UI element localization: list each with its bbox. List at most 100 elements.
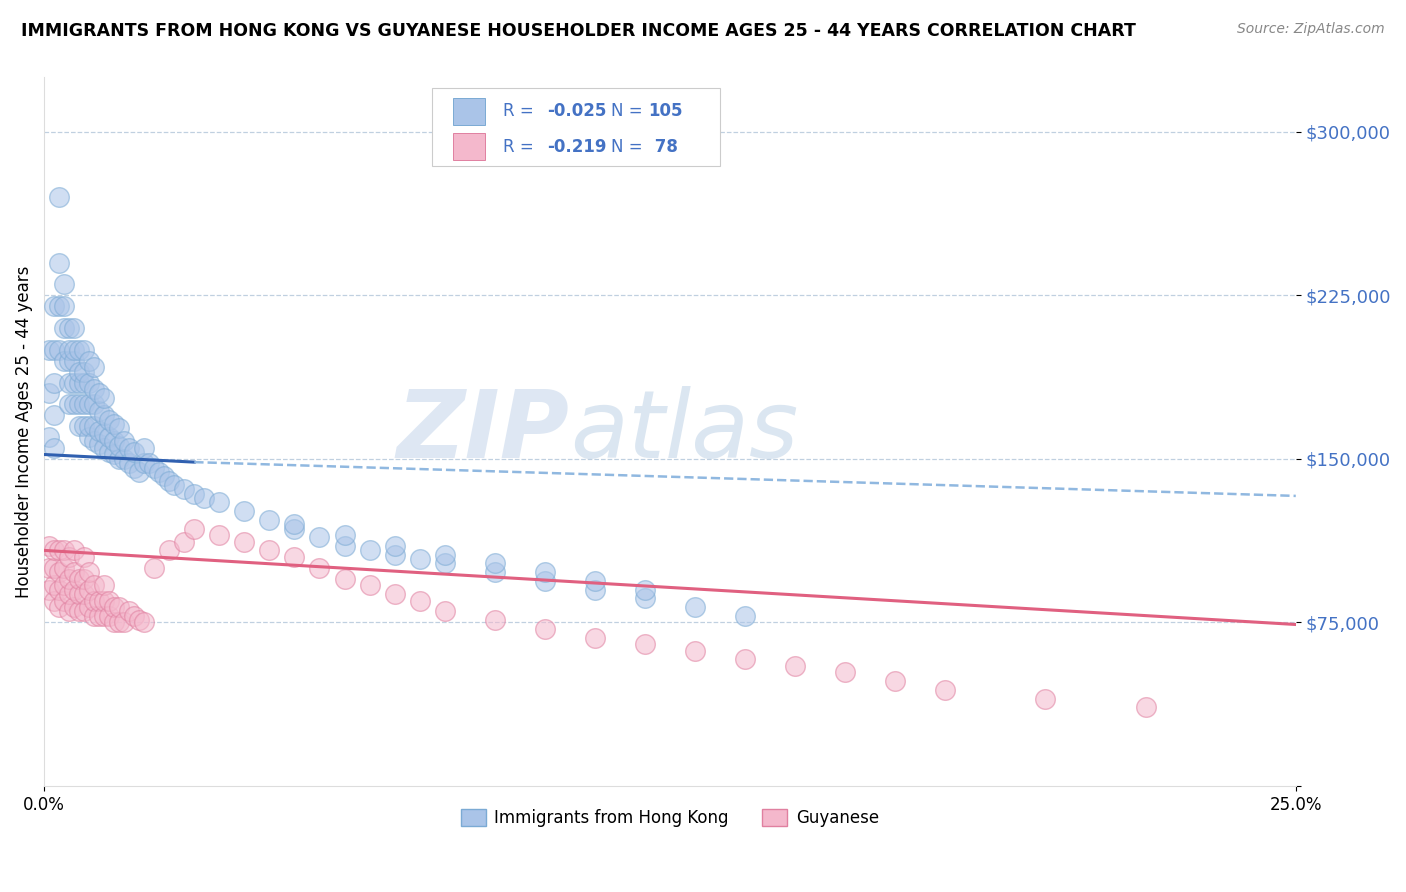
Point	[53, 593, 76, 607]
Point	[58, 343, 80, 357]
Point	[77, 600, 100, 615]
Point	[42, 343, 65, 357]
Point	[93, 425, 115, 440]
Text: R =: R =	[503, 138, 540, 156]
Point	[63, 321, 86, 335]
Point	[63, 543, 86, 558]
Point	[233, 534, 256, 549]
Point	[533, 574, 555, 588]
Point	[108, 451, 131, 466]
Point	[433, 604, 456, 618]
Point	[259, 513, 281, 527]
Point	[83, 419, 105, 434]
Point	[408, 593, 430, 607]
Point	[259, 543, 281, 558]
Point	[73, 365, 96, 379]
Point	[1035, 691, 1057, 706]
Point	[77, 565, 100, 579]
Point	[153, 469, 176, 483]
Point	[42, 543, 65, 558]
Point	[1135, 700, 1157, 714]
Point	[884, 674, 907, 689]
Point	[63, 582, 86, 597]
Point	[484, 613, 506, 627]
Point	[58, 549, 80, 564]
Text: Source: ZipAtlas.com: Source: ZipAtlas.com	[1237, 22, 1385, 37]
Point	[38, 561, 60, 575]
Point	[128, 613, 150, 627]
Point	[89, 424, 111, 438]
Point	[83, 360, 105, 375]
Point	[785, 659, 807, 673]
Point	[93, 409, 115, 423]
Point	[118, 604, 141, 618]
Point	[58, 587, 80, 601]
Point	[208, 495, 231, 509]
Point	[58, 353, 80, 368]
Point	[583, 631, 606, 645]
Point	[93, 391, 115, 405]
Point	[93, 593, 115, 607]
Point	[98, 593, 121, 607]
Point	[83, 434, 105, 449]
Point	[112, 451, 135, 466]
Point	[42, 299, 65, 313]
Point	[48, 343, 70, 357]
Point	[77, 582, 100, 597]
Point	[308, 561, 330, 575]
Point	[42, 561, 65, 575]
Point	[408, 552, 430, 566]
Point	[163, 478, 186, 492]
Point	[283, 549, 305, 564]
Point	[134, 456, 156, 470]
Point	[359, 543, 381, 558]
Point	[98, 608, 121, 623]
Point	[83, 608, 105, 623]
Point	[128, 465, 150, 479]
Point	[143, 561, 166, 575]
Point	[89, 436, 111, 450]
Point	[63, 565, 86, 579]
Point	[734, 652, 756, 666]
Y-axis label: Householder Income Ages 25 - 44 years: Householder Income Ages 25 - 44 years	[15, 266, 32, 598]
Point	[308, 530, 330, 544]
Point	[42, 409, 65, 423]
Point	[384, 548, 406, 562]
Point	[53, 543, 76, 558]
Point	[38, 539, 60, 553]
Text: 105: 105	[648, 103, 683, 120]
Point	[67, 587, 90, 601]
Point	[73, 419, 96, 434]
Point	[384, 587, 406, 601]
Point	[63, 600, 86, 615]
Point	[77, 376, 100, 390]
Point	[53, 321, 76, 335]
Point	[53, 277, 76, 292]
Point	[283, 517, 305, 532]
Point	[48, 256, 70, 270]
Point	[98, 445, 121, 459]
Point	[48, 299, 70, 313]
Point	[433, 548, 456, 562]
Point	[93, 441, 115, 455]
Point	[73, 376, 96, 390]
Point	[103, 448, 125, 462]
Point	[333, 572, 356, 586]
Point	[42, 376, 65, 390]
Text: IMMIGRANTS FROM HONG KONG VS GUYANESE HOUSEHOLDER INCOME AGES 25 - 44 YEARS CORR: IMMIGRANTS FROM HONG KONG VS GUYANESE HO…	[21, 22, 1136, 40]
Point	[83, 397, 105, 411]
Point	[103, 600, 125, 615]
Point	[53, 353, 76, 368]
Point	[67, 604, 90, 618]
Point	[157, 474, 180, 488]
Point	[93, 578, 115, 592]
Point	[73, 572, 96, 586]
Point	[67, 397, 90, 411]
Bar	[453, 98, 485, 125]
Point	[103, 615, 125, 630]
Point	[484, 557, 506, 571]
Point	[112, 434, 135, 449]
Point	[122, 445, 145, 459]
Point	[834, 665, 856, 680]
Point	[83, 593, 105, 607]
